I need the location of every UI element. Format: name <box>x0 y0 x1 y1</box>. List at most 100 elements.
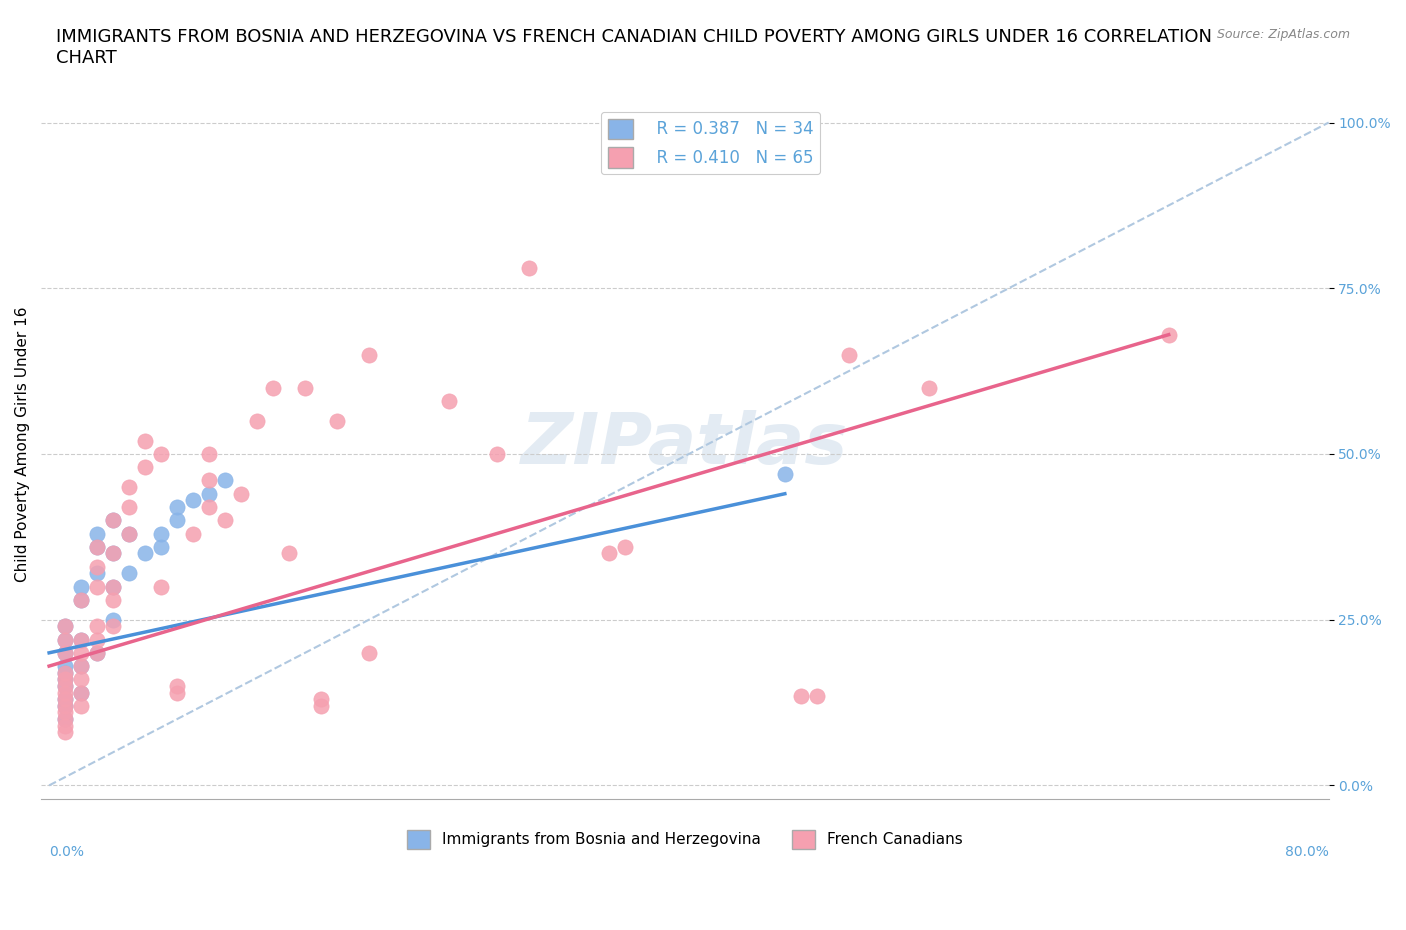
Point <box>118 499 141 514</box>
Point <box>101 592 124 607</box>
Point <box>198 473 221 488</box>
Point <box>86 539 108 554</box>
Point <box>53 705 76 720</box>
Point <box>101 618 124 633</box>
Point <box>86 539 108 554</box>
Point <box>70 658 93 673</box>
Point <box>53 645 76 660</box>
Point <box>166 685 188 700</box>
Point <box>485 446 508 461</box>
Point <box>53 671 76 686</box>
Point <box>53 679 76 694</box>
Point <box>150 579 173 594</box>
Point <box>150 446 173 461</box>
Point <box>181 493 204 508</box>
Point <box>214 512 236 527</box>
Point <box>70 592 93 607</box>
Point <box>150 539 173 554</box>
Point <box>70 592 93 607</box>
Point <box>86 645 108 660</box>
Text: Source: ZipAtlas.com: Source: ZipAtlas.com <box>1216 28 1350 41</box>
Point <box>278 546 301 561</box>
Point <box>150 526 173 541</box>
Point <box>53 711 76 726</box>
Point <box>166 499 188 514</box>
Point <box>790 688 813 703</box>
Point <box>166 512 188 527</box>
Point <box>101 512 124 527</box>
Point <box>838 347 860 362</box>
Point <box>86 526 108 541</box>
Point <box>246 414 269 429</box>
Point <box>118 480 141 495</box>
Point <box>294 380 316 395</box>
Point <box>53 711 76 726</box>
Point <box>53 632 76 647</box>
Point <box>517 261 540 276</box>
Point <box>53 698 76 713</box>
Point <box>70 685 93 700</box>
Point <box>101 546 124 561</box>
Point <box>773 467 796 482</box>
Y-axis label: Child Poverty Among Girls Under 16: Child Poverty Among Girls Under 16 <box>15 306 30 582</box>
Point <box>198 446 221 461</box>
Point <box>309 698 332 713</box>
Point <box>53 665 76 680</box>
Point <box>53 658 76 673</box>
Point <box>70 658 93 673</box>
Point <box>181 526 204 541</box>
Text: IMMIGRANTS FROM BOSNIA AND HERZEGOVINA VS FRENCH CANADIAN CHILD POVERTY AMONG GI: IMMIGRANTS FROM BOSNIA AND HERZEGOVINA V… <box>56 28 1212 67</box>
Point <box>53 665 76 680</box>
Point <box>70 698 93 713</box>
Point <box>101 546 124 561</box>
Point <box>806 688 828 703</box>
Point <box>70 579 93 594</box>
Point <box>53 724 76 739</box>
Point <box>1157 327 1180 342</box>
Point <box>118 526 141 541</box>
Point <box>229 486 252 501</box>
Point <box>53 618 76 633</box>
Point <box>53 692 76 707</box>
Point <box>437 393 460 408</box>
Point <box>53 718 76 733</box>
Point <box>262 380 284 395</box>
Point <box>70 671 93 686</box>
Point <box>70 632 93 647</box>
Point <box>70 632 93 647</box>
Point <box>86 559 108 574</box>
Point <box>86 579 108 594</box>
Point <box>598 546 620 561</box>
Legend: Immigrants from Bosnia and Herzegovina, French Canadians: Immigrants from Bosnia and Herzegovina, … <box>401 824 969 855</box>
Point <box>118 526 141 541</box>
Point <box>86 565 108 580</box>
Point <box>326 414 349 429</box>
Point <box>53 671 76 686</box>
Point <box>166 679 188 694</box>
Text: 0.0%: 0.0% <box>49 844 84 858</box>
Point <box>134 433 156 448</box>
Point <box>134 546 156 561</box>
Point <box>118 565 141 580</box>
Point <box>53 679 76 694</box>
Point <box>53 692 76 707</box>
Point <box>198 486 221 501</box>
Point <box>357 645 380 660</box>
Point <box>53 618 76 633</box>
Point <box>357 347 380 362</box>
Point <box>198 499 221 514</box>
Point <box>134 459 156 474</box>
Point <box>70 685 93 700</box>
Point <box>101 612 124 627</box>
Point <box>53 685 76 700</box>
Point <box>613 539 636 554</box>
Point <box>101 579 124 594</box>
Point <box>101 579 124 594</box>
Text: 80.0%: 80.0% <box>1285 844 1329 858</box>
Point <box>86 618 108 633</box>
Point <box>918 380 941 395</box>
Point <box>86 632 108 647</box>
Point <box>53 698 76 713</box>
Point <box>53 632 76 647</box>
Point <box>86 645 108 660</box>
